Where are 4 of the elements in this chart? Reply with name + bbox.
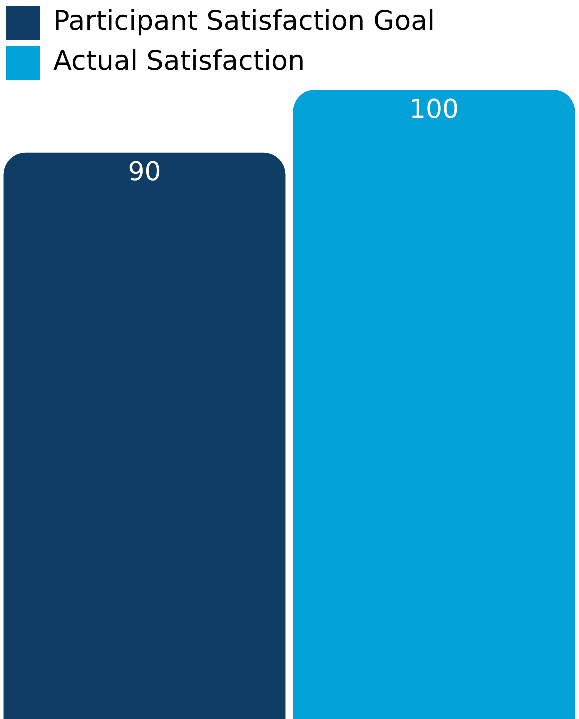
- legend-label: Participant Satisfaction Goal: [54, 6, 436, 38]
- data-label: 100: [409, 94, 460, 125]
- data-label: 90: [128, 158, 162, 188]
- legend-label: Actual Satisfaction: [54, 46, 306, 78]
